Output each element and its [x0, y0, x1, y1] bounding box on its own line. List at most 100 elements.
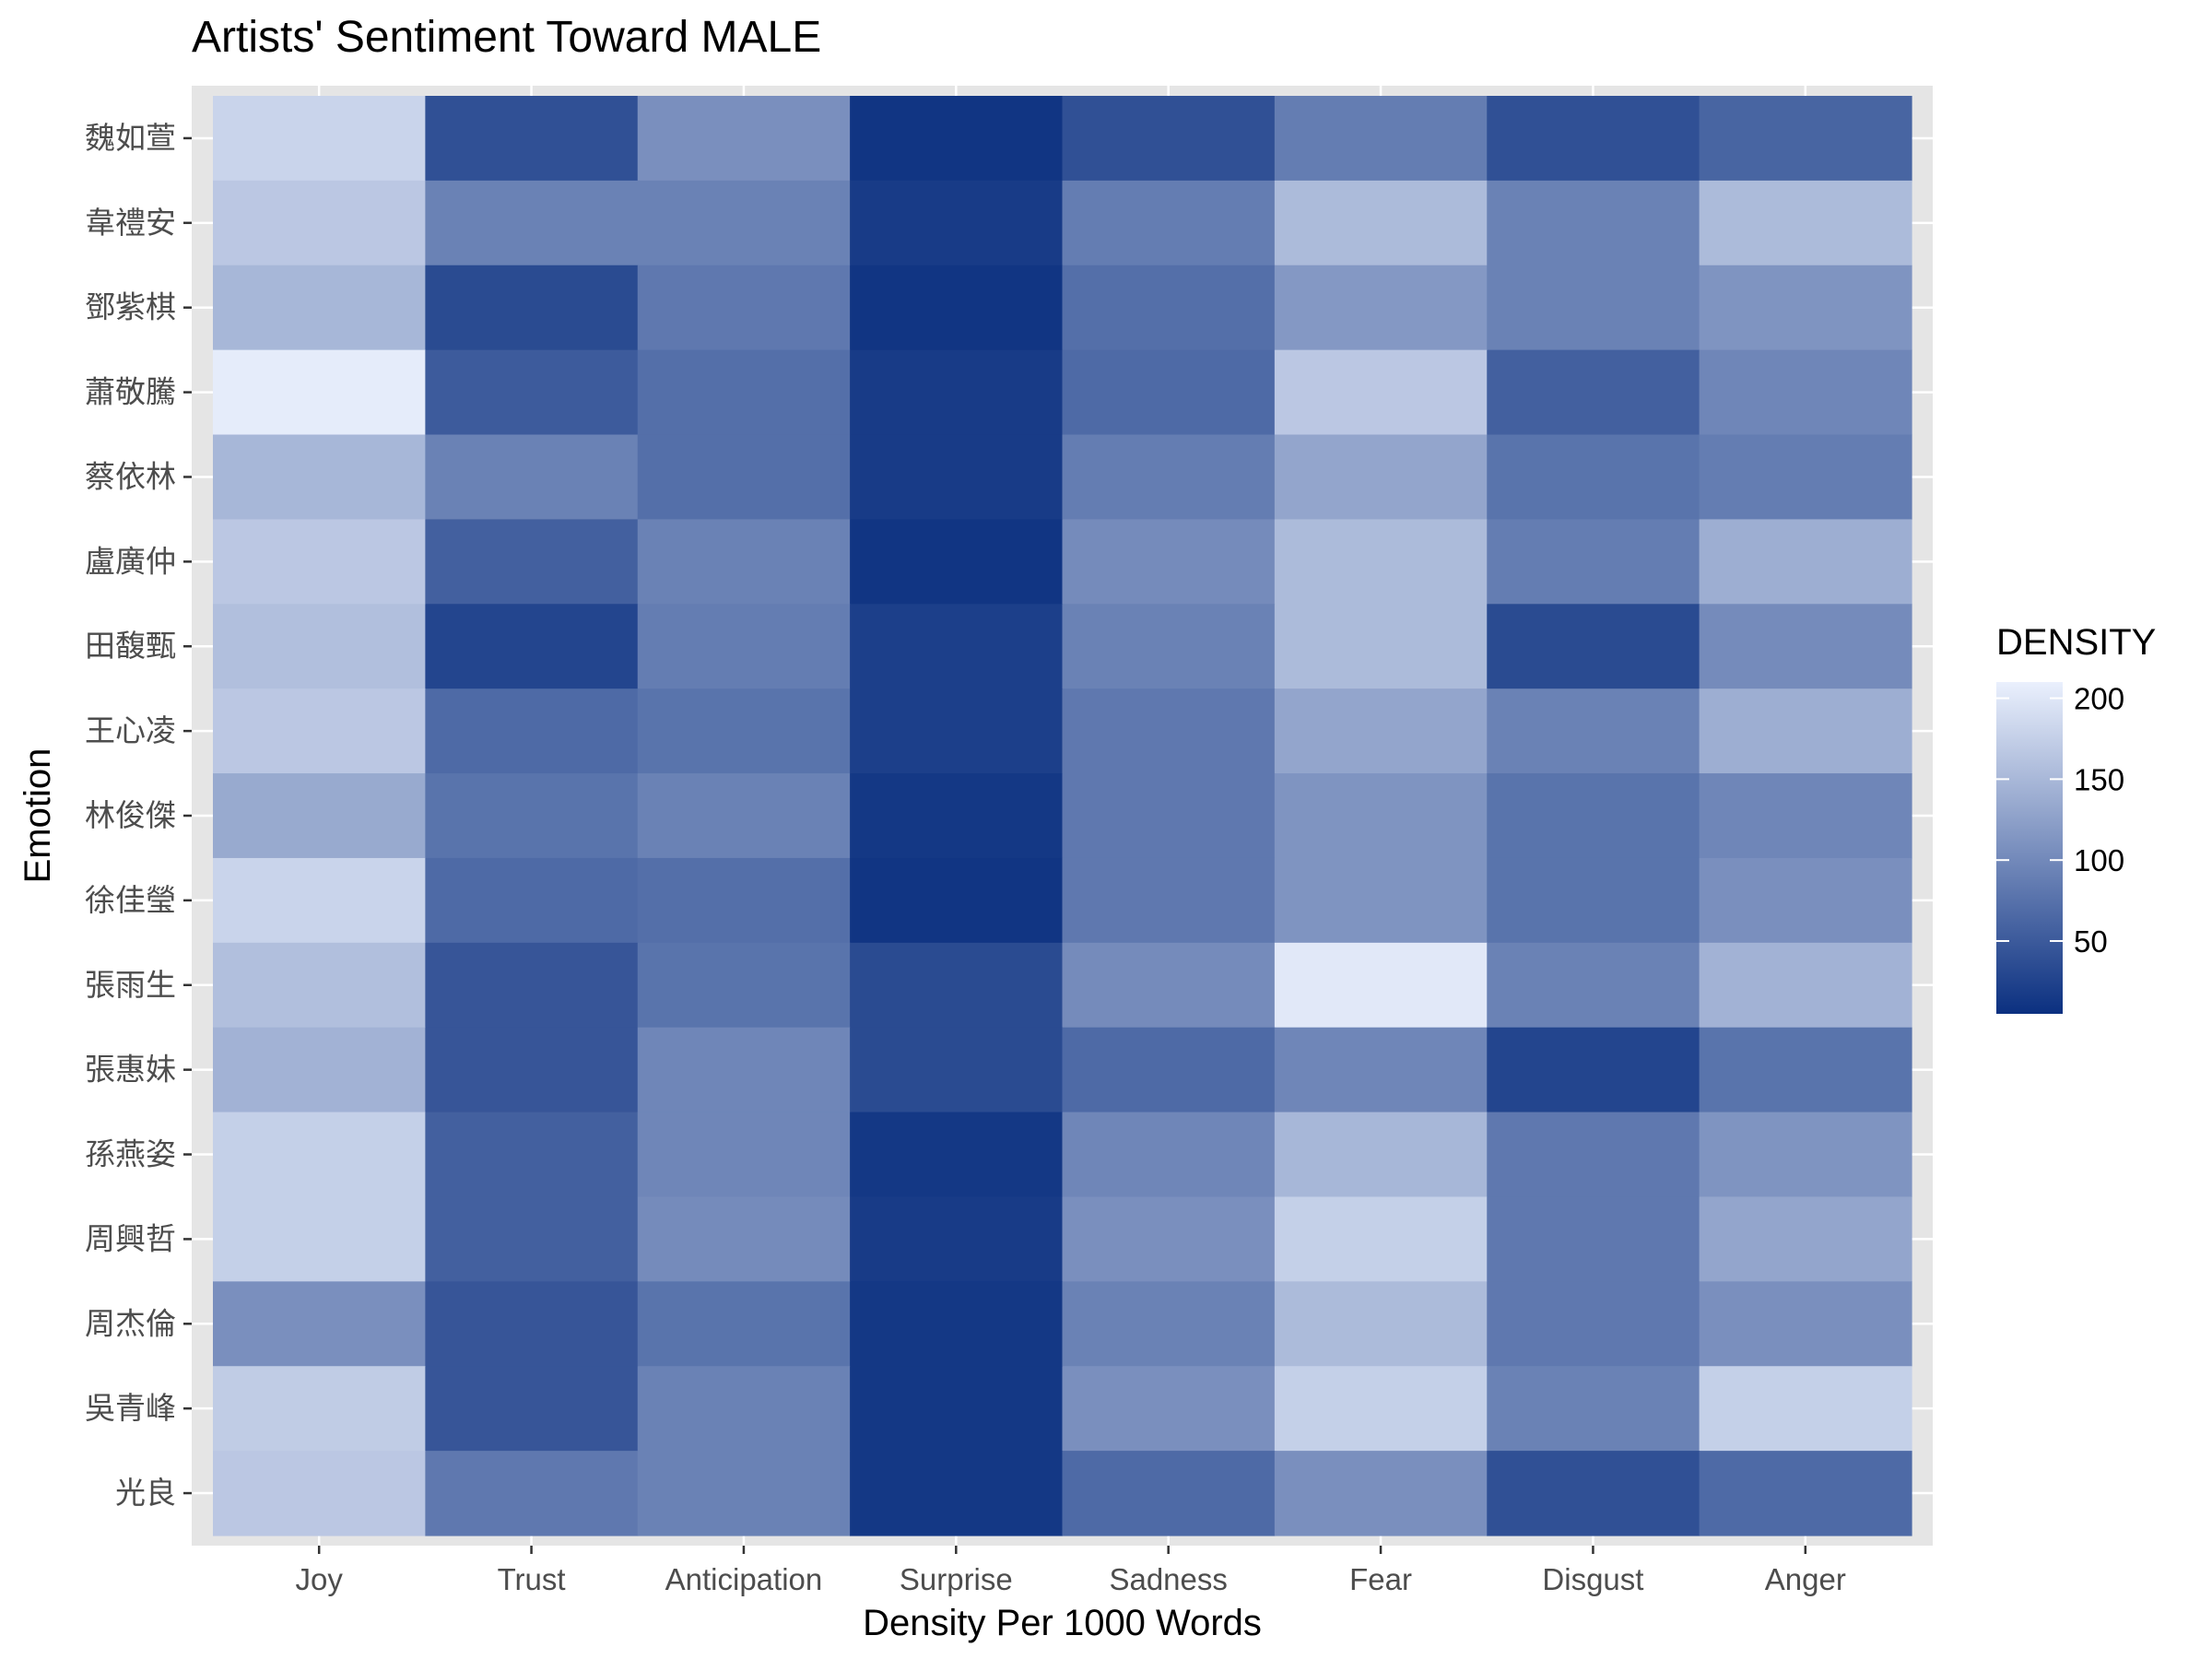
x-tick-label: Trust	[498, 1562, 566, 1596]
x-tick-label: Anger	[1765, 1562, 1846, 1596]
legend-title: DENSITY	[1996, 622, 2156, 663]
heatmap-cell	[1062, 1027, 1276, 1113]
heatmap-cell	[425, 349, 639, 436]
heatmap-cell	[850, 1281, 1064, 1367]
legend-colorbar	[1996, 682, 2063, 1014]
legend-tick-label: 100	[2074, 843, 2124, 877]
heatmap-cell	[213, 1451, 426, 1536]
heatmap-cell	[213, 434, 426, 521]
legend-ticks: 50 100 150 200	[1996, 682, 2124, 959]
heatmap-cell	[850, 1196, 1064, 1282]
heatmap-cell	[1062, 604, 1276, 689]
x-tick-label: Anticipation	[665, 1562, 823, 1596]
heatmap-cell	[637, 519, 851, 605]
heatmap-cell	[1274, 349, 1488, 436]
heatmap-cell	[425, 1027, 639, 1113]
heatmap-cell	[1062, 942, 1276, 1029]
heatmap-cell	[1062, 1451, 1276, 1536]
heatmap-cell	[213, 688, 426, 774]
heatmap-cell	[850, 1451, 1064, 1536]
heatmap-cell	[213, 519, 426, 605]
heatmap-cell	[1487, 265, 1700, 351]
heatmap-cell	[637, 349, 851, 436]
heatmap-cell	[425, 519, 639, 605]
heatmap-cell	[637, 604, 851, 689]
heatmap-cell	[1699, 688, 1912, 774]
heatmap-cell	[637, 942, 851, 1029]
heatmap-cell	[1487, 604, 1700, 689]
x-axis-ticks: Joy Trust Anticipation Surprise Sadness Fear D…	[296, 1546, 1846, 1596]
heatmap-cell	[1062, 1112, 1276, 1198]
heatmap-cell	[1699, 1196, 1912, 1282]
legend-tick-label: 200	[2074, 682, 2124, 716]
y-tick-label: 蕭敬騰	[85, 374, 176, 410]
y-tick-label: 徐佳瑩	[85, 882, 176, 918]
heatmap-cell	[1487, 942, 1700, 1029]
heatmap-cell	[1062, 519, 1276, 605]
heatmap-cell	[425, 434, 639, 521]
heatmap-cell	[1274, 519, 1488, 605]
y-tick-label: 孫燕姿	[85, 1136, 176, 1172]
heatmap-cell	[1487, 180, 1700, 266]
heatmap-cell	[1699, 773, 1912, 859]
heatmap-cell	[1487, 1451, 1700, 1536]
heatmap-cell	[425, 688, 639, 774]
heatmap-cell	[213, 857, 426, 944]
heatmap-cell	[425, 180, 639, 266]
heatmap-cell	[850, 519, 1064, 605]
legend-tick-label: 50	[2074, 924, 2108, 959]
heatmap-cell	[1274, 688, 1488, 774]
y-tick-label: 田馥甄	[85, 628, 176, 664]
heatmap-cell	[850, 96, 1064, 182]
legend-tick-label: 150	[2074, 762, 2124, 796]
heatmap-cell	[1274, 1281, 1488, 1367]
heatmap-cell	[213, 1281, 426, 1367]
heatmap-cell	[213, 265, 426, 351]
heatmap-cell	[213, 942, 426, 1029]
heatmap-cell	[1487, 1366, 1700, 1452]
heatmap-cell	[213, 1366, 426, 1452]
y-tick-label: 張惠妹	[85, 1052, 176, 1088]
heatmap-cell	[1487, 1281, 1700, 1367]
heatmap-cell	[850, 1112, 1064, 1198]
heatmap-cell	[1274, 604, 1488, 689]
heatmap-cell	[1062, 180, 1276, 266]
heatmap-cell	[1699, 265, 1912, 351]
heatmap-cell	[213, 349, 426, 436]
y-tick-label: 韋禮安	[85, 205, 176, 241]
heatmap-cell	[850, 434, 1064, 521]
heatmap-cell	[425, 857, 639, 944]
x-axis-title: Density Per 1000 Words	[863, 1603, 1262, 1643]
heatmap-cell	[1699, 857, 1912, 944]
heatmap-cell	[637, 1196, 851, 1282]
heatmap-cell	[1699, 1281, 1912, 1367]
heatmap-cell	[637, 434, 851, 521]
chart-title: Artists' Sentiment Toward MALE	[192, 13, 821, 62]
heatmap-cell	[425, 604, 639, 689]
heatmap-cell	[1699, 1451, 1912, 1536]
heatmap-cell	[850, 857, 1064, 944]
heatmap-cell	[425, 1451, 639, 1536]
heatmap-cell	[1274, 434, 1488, 521]
heatmap-cell	[425, 1196, 639, 1282]
y-tick-label: 光良	[115, 1475, 176, 1511]
y-tick-label: 王心凌	[85, 712, 176, 748]
heatmap-cell	[637, 688, 851, 774]
x-tick-label: Sadness	[1109, 1562, 1227, 1596]
heatmap-cell	[213, 1027, 426, 1113]
heatmap-cell	[1062, 1196, 1276, 1282]
color-legend: DENSITY 50 100 150 200	[1996, 622, 2156, 1014]
heatmap-cell	[425, 1366, 639, 1452]
heatmap-cell	[425, 942, 639, 1029]
heatmap-cell	[1487, 1196, 1700, 1282]
heatmap-cell	[1274, 1451, 1488, 1536]
heatmap-cell	[1062, 265, 1276, 351]
heatmap-cell	[637, 1112, 851, 1198]
heatmap-cell	[637, 773, 851, 859]
heatmap-cell	[425, 96, 639, 182]
heatmap-cell	[1062, 96, 1276, 182]
heatmap-cell	[1062, 1281, 1276, 1367]
heatmap-cell	[1274, 773, 1488, 859]
heatmap-cell	[213, 1112, 426, 1198]
